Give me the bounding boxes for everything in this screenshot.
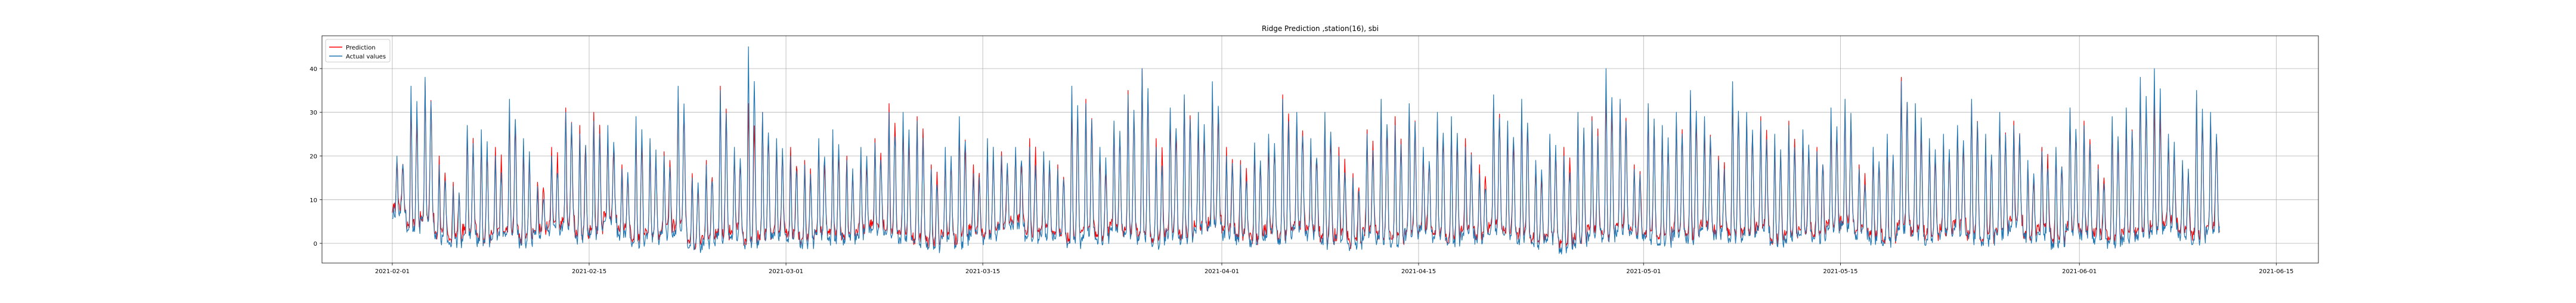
- chart-title: Ridge Prediction ,station(16), sbi: [1262, 24, 1379, 33]
- x-tick-label: 2021-03-01: [769, 268, 803, 275]
- y-tick-label: 30: [309, 110, 317, 116]
- x-tick-label: 2021-06-01: [2062, 268, 2097, 275]
- legend-label: Prediction: [346, 45, 376, 51]
- x-tick-label: 2021-05-15: [1823, 268, 1857, 275]
- series-lines: [392, 46, 2220, 255]
- x-tick-label: 2021-06-15: [2259, 268, 2293, 275]
- series-line-actual-values: [392, 46, 2220, 255]
- y-tick-label: 40: [309, 66, 317, 73]
- x-tick-label: 2021-03-15: [965, 268, 1000, 275]
- x-tick-label: 2021-02-01: [375, 268, 410, 275]
- x-tick-label: 2021-05-01: [1626, 268, 1661, 275]
- x-tick-label: 2021-04-01: [1205, 268, 1239, 275]
- legend: Prediction Actual values: [325, 39, 391, 63]
- plot-frame: [321, 35, 2319, 264]
- y-tick-label: 20: [309, 154, 317, 160]
- y-tick-label: 10: [309, 197, 317, 204]
- x-tick-label: 2021-02-15: [572, 268, 606, 275]
- x-tick-label: 2021-04-15: [1401, 268, 1436, 275]
- y-tick-label: 0: [314, 241, 317, 248]
- legend-label: Actual values: [346, 54, 386, 60]
- grid-lines: [322, 36, 2318, 263]
- axes: 0 10 20 30 40 2021-02-01 2021-02-15 2021-03-01 2…: [309, 35, 2319, 275]
